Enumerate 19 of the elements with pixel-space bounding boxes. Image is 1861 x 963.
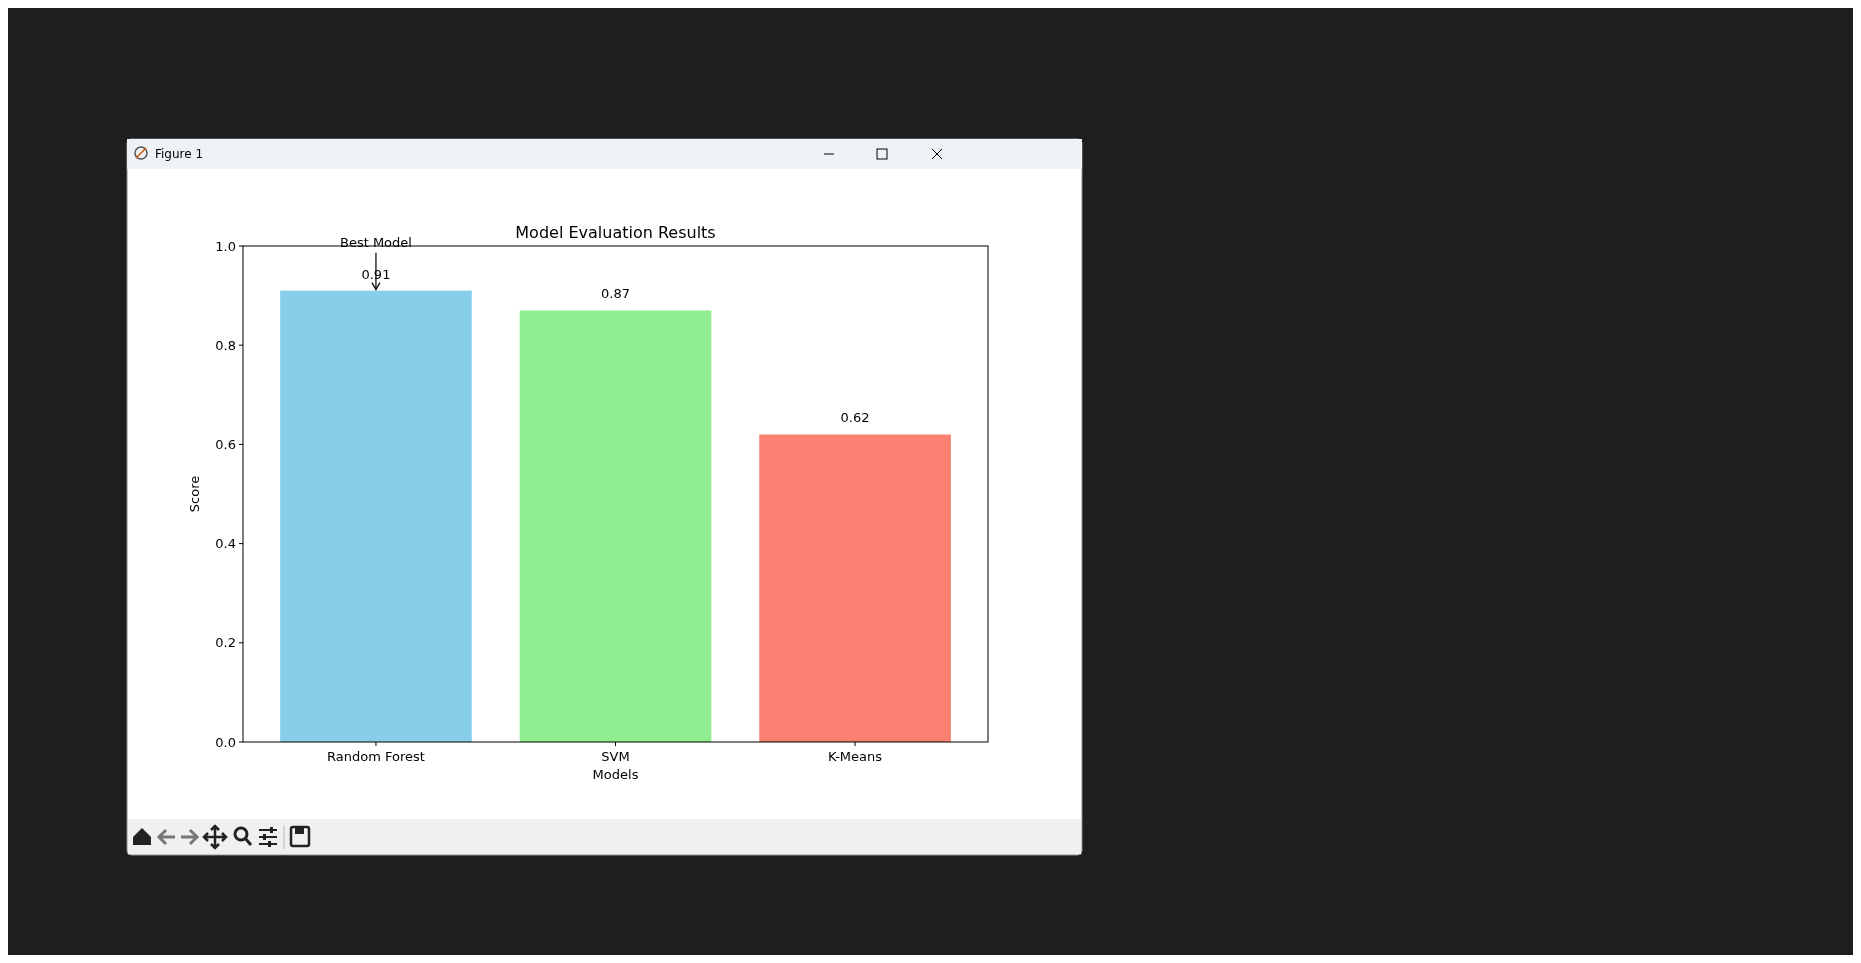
bar: [519, 310, 712, 742]
y-tick-label: 0.6: [215, 436, 236, 452]
y-tick-label: 0.4: [215, 536, 236, 552]
data-label: 0.87: [601, 286, 630, 302]
x-axis-title: Models: [592, 767, 639, 782]
y-axis-title: Score: [187, 475, 202, 513]
x-tick-label: SVM: [601, 749, 630, 764]
y-tick-label: 0.0: [215, 734, 236, 750]
chart-title: Model Evaluation Results: [515, 223, 716, 242]
data-label: 0.62: [840, 410, 870, 426]
x-tick-label: K-Means: [828, 749, 883, 764]
annotation: Best Model: [339, 234, 412, 250]
bar: [759, 434, 951, 742]
caption: Figure 1: [155, 147, 204, 161]
y-tick-label: 1.0: [215, 238, 236, 254]
x-tick-label: Random Forest: [327, 749, 425, 764]
y-tick-label: 0.2: [215, 635, 236, 651]
y-tick-label: 0.8: [215, 337, 236, 353]
bar: [280, 290, 472, 742]
